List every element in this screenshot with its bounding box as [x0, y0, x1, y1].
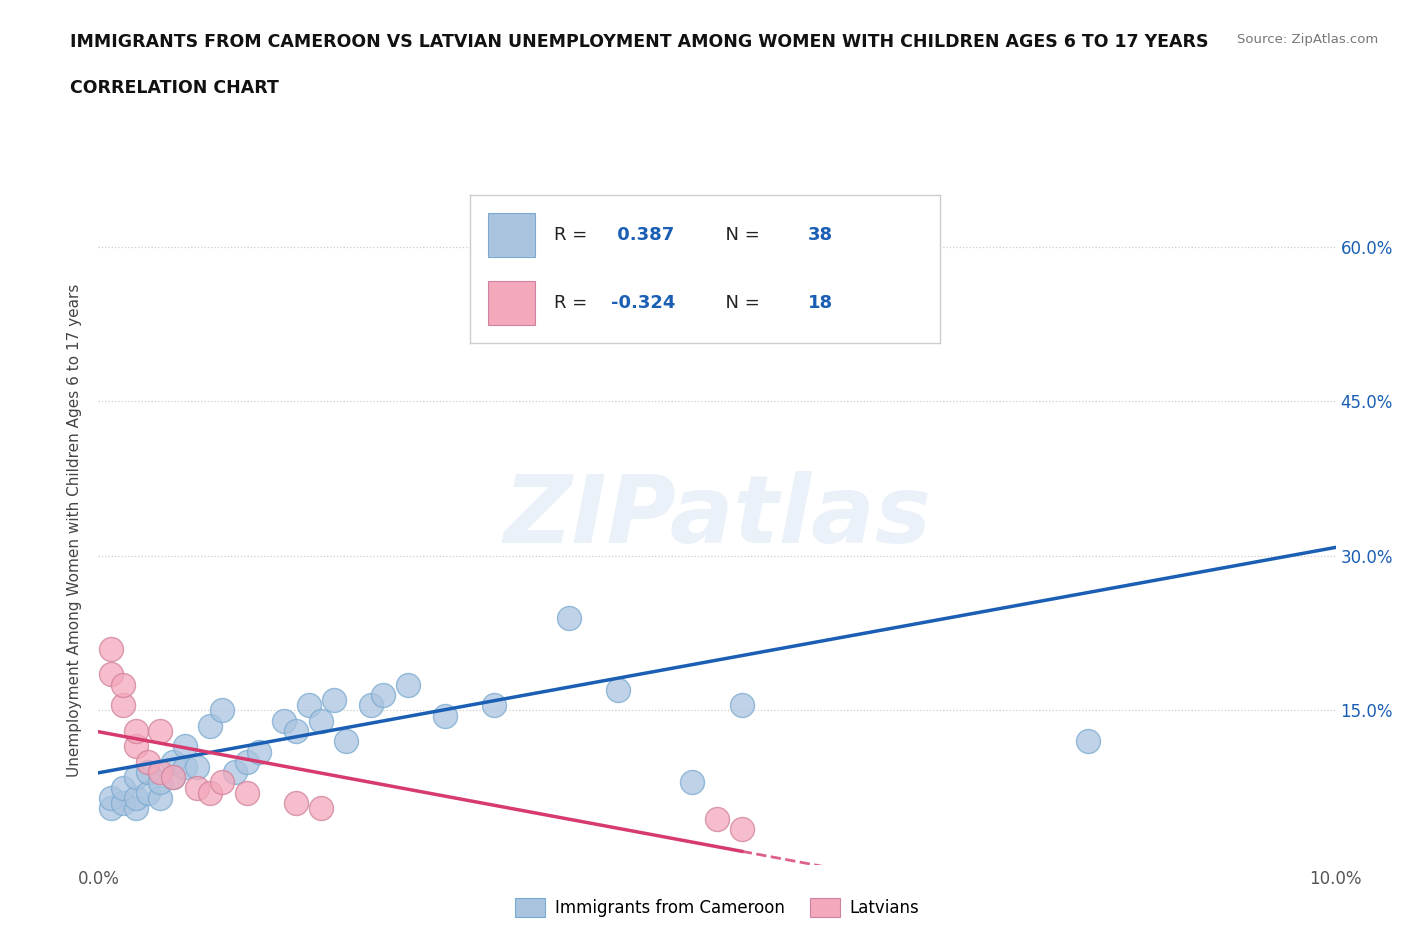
- Y-axis label: Unemployment Among Women with Children Ages 6 to 17 years: Unemployment Among Women with Children A…: [67, 284, 83, 777]
- Legend: Immigrants from Cameroon, Latvians: Immigrants from Cameroon, Latvians: [508, 891, 927, 923]
- Point: [149, 790, 172, 805]
- Point: [162, 754, 184, 769]
- Point: [100, 667, 122, 682]
- Point: [322, 693, 344, 708]
- Text: CORRELATION CHART: CORRELATION CHART: [70, 79, 280, 97]
- Point: [124, 790, 146, 805]
- Point: [273, 713, 295, 728]
- Point: [211, 703, 233, 718]
- Point: [247, 744, 270, 759]
- Point: [681, 775, 703, 790]
- Point: [198, 718, 221, 733]
- Point: [309, 713, 332, 728]
- Point: [298, 698, 321, 712]
- Point: [100, 641, 122, 656]
- Point: [285, 796, 308, 811]
- Text: ZIPatlas: ZIPatlas: [503, 471, 931, 563]
- Point: [174, 739, 197, 754]
- Point: [706, 811, 728, 826]
- Point: [124, 801, 146, 816]
- Point: [149, 764, 172, 779]
- Point: [731, 821, 754, 836]
- Point: [124, 724, 146, 738]
- Point: [112, 796, 135, 811]
- Point: [236, 754, 259, 769]
- Point: [100, 790, 122, 805]
- Point: [607, 683, 630, 698]
- Point: [1077, 734, 1099, 749]
- Point: [557, 255, 579, 270]
- Point: [484, 698, 506, 712]
- Point: [136, 754, 159, 769]
- Point: [557, 610, 579, 625]
- Point: [162, 770, 184, 785]
- Point: [211, 775, 233, 790]
- Point: [124, 739, 146, 754]
- Point: [236, 785, 259, 800]
- Point: [186, 780, 208, 795]
- Point: [112, 780, 135, 795]
- Point: [136, 785, 159, 800]
- Point: [371, 687, 394, 702]
- Point: [309, 801, 332, 816]
- Point: [162, 770, 184, 785]
- Point: [100, 801, 122, 816]
- Point: [174, 760, 197, 775]
- Text: IMMIGRANTS FROM CAMEROON VS LATVIAN UNEMPLOYMENT AMONG WOMEN WITH CHILDREN AGES : IMMIGRANTS FROM CAMEROON VS LATVIAN UNEM…: [70, 33, 1209, 50]
- Point: [224, 764, 246, 779]
- Point: [112, 698, 135, 712]
- Point: [136, 764, 159, 779]
- Point: [112, 677, 135, 692]
- Point: [335, 734, 357, 749]
- Point: [124, 770, 146, 785]
- Point: [360, 698, 382, 712]
- Point: [285, 724, 308, 738]
- Point: [396, 677, 419, 692]
- Point: [731, 698, 754, 712]
- Point: [198, 785, 221, 800]
- Point: [186, 760, 208, 775]
- Point: [149, 724, 172, 738]
- Text: Source: ZipAtlas.com: Source: ZipAtlas.com: [1237, 33, 1378, 46]
- Point: [149, 775, 172, 790]
- Point: [433, 708, 456, 723]
